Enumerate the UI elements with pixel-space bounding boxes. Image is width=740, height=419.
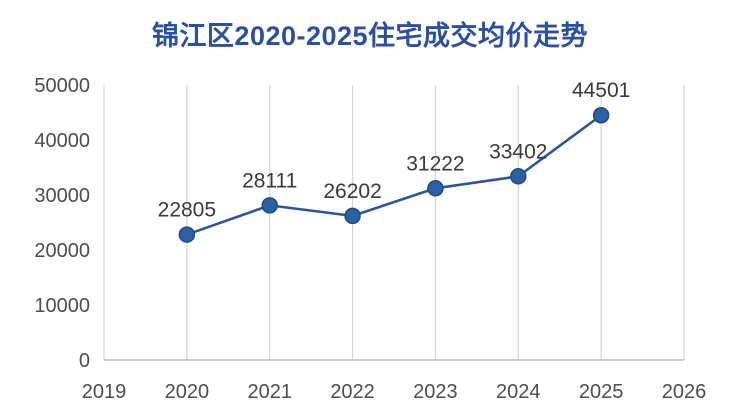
data-point — [427, 180, 444, 197]
data-point — [178, 226, 196, 243]
data-label: 26202 — [323, 180, 381, 203]
data-label: 22805 — [158, 199, 216, 222]
y-tick-label: 30000 — [34, 185, 90, 207]
x-tick-label: 2024 — [496, 381, 541, 403]
x-tick-label: 2025 — [579, 381, 624, 403]
y-tick-label: 40000 — [34, 130, 90, 152]
x-tick-label: 2023 — [413, 381, 458, 403]
y-tick-label: 50000 — [34, 75, 90, 97]
data-point — [344, 207, 361, 225]
data-point — [592, 106, 610, 124]
y-tick-label: 10000 — [34, 295, 90, 317]
x-tick-label: 2019 — [82, 381, 127, 403]
x-tick-label: 2026 — [662, 381, 707, 403]
x-tick-label: 2020 — [165, 381, 210, 403]
data-label: 44501 — [572, 79, 630, 102]
data-point — [510, 168, 527, 185]
data-point — [261, 197, 278, 214]
x-tick-label: 2022 — [330, 381, 375, 403]
data-label: 33402 — [489, 140, 547, 163]
data-label: 31222 — [406, 152, 464, 175]
x-tick-label: 2021 — [247, 381, 292, 403]
y-tick-label: 20000 — [34, 240, 90, 262]
chart-title: 锦江区2020-2025住宅成交均价走势 — [151, 21, 589, 51]
price-line — [185, 113, 603, 236]
y-tick-label: 0 — [79, 350, 90, 372]
data-label: 28111 — [242, 169, 297, 192]
